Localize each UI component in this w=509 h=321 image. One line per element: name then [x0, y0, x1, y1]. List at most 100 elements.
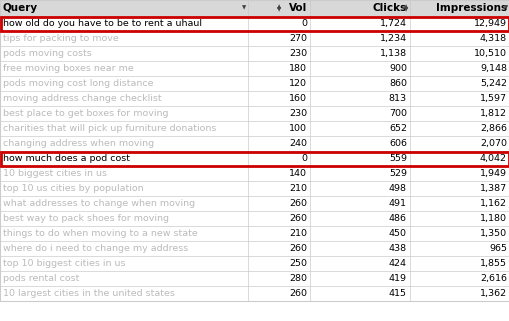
Text: 260: 260	[289, 244, 306, 253]
Text: 1,949: 1,949	[479, 169, 506, 178]
Text: things to do when moving to a new state: things to do when moving to a new state	[3, 229, 197, 238]
Bar	[0, 271, 509, 286]
Text: charities that will pick up furniture donations: charities that will pick up furniture do…	[3, 124, 216, 133]
Text: 230: 230	[288, 49, 306, 58]
Bar	[0, 76, 509, 91]
Text: 1,362: 1,362	[479, 289, 506, 298]
Bar	[0, 0, 509, 16]
Text: 1,812: 1,812	[479, 109, 506, 118]
Text: 1,350: 1,350	[479, 229, 506, 238]
Text: 4,318: 4,318	[479, 34, 506, 43]
Bar	[0, 31, 509, 46]
Text: moving address change checklist: moving address change checklist	[3, 94, 161, 103]
Bar	[0, 61, 509, 76]
Bar	[1, 16, 508, 30]
Text: 652: 652	[388, 124, 406, 133]
Text: Clicks: Clicks	[372, 3, 406, 13]
Text: 424: 424	[388, 259, 406, 268]
Text: free moving boxes near me: free moving boxes near me	[3, 64, 133, 73]
Bar	[0, 166, 509, 181]
Text: 9,148: 9,148	[479, 64, 506, 73]
Bar	[0, 16, 509, 31]
Text: top 10 us cities by population: top 10 us cities by population	[3, 184, 144, 193]
Text: how old do you have to be to rent a uhaul: how old do you have to be to rent a uhau…	[3, 19, 202, 28]
Text: 210: 210	[289, 229, 306, 238]
Text: top 10 biggest cities in us: top 10 biggest cities in us	[3, 259, 125, 268]
Text: best place to get boxes for moving: best place to get boxes for moving	[3, 109, 168, 118]
Text: ▼: ▼	[503, 5, 507, 11]
Text: how much does a pod cost: how much does a pod cost	[3, 154, 130, 163]
Text: where do i need to change my address: where do i need to change my address	[3, 244, 188, 253]
Text: 700: 700	[388, 109, 406, 118]
Bar	[0, 106, 509, 121]
Text: 4,042: 4,042	[479, 154, 506, 163]
Text: 498: 498	[388, 184, 406, 193]
Text: 260: 260	[289, 289, 306, 298]
Text: ▲: ▲	[276, 4, 280, 10]
Text: 813: 813	[388, 94, 406, 103]
Text: 5,242: 5,242	[479, 79, 506, 88]
Text: 250: 250	[289, 259, 306, 268]
Text: 160: 160	[289, 94, 306, 103]
Text: pods moving cost long distance: pods moving cost long distance	[3, 79, 153, 88]
Text: 0: 0	[300, 19, 306, 28]
Bar	[0, 196, 509, 211]
Text: 120: 120	[289, 79, 306, 88]
Text: 2,866: 2,866	[479, 124, 506, 133]
Bar	[0, 256, 509, 271]
Text: 280: 280	[289, 274, 306, 283]
Text: ▲: ▲	[403, 4, 407, 10]
Text: 860: 860	[388, 79, 406, 88]
Text: 140: 140	[289, 169, 306, 178]
Text: 491: 491	[388, 199, 406, 208]
Bar	[0, 241, 509, 256]
Text: ▼: ▼	[403, 7, 407, 13]
Bar	[0, 121, 509, 136]
Text: 2,616: 2,616	[479, 274, 506, 283]
Text: 1,180: 1,180	[479, 214, 506, 223]
Bar	[0, 91, 509, 106]
Bar	[0, 0, 509, 16]
Text: 1,138: 1,138	[379, 49, 406, 58]
Bar	[0, 286, 509, 301]
Text: ▼: ▼	[276, 7, 280, 13]
Text: 900: 900	[388, 64, 406, 73]
Bar	[1, 152, 508, 166]
Text: changing address when moving: changing address when moving	[3, 139, 154, 148]
Text: 529: 529	[388, 169, 406, 178]
Text: 10,510: 10,510	[473, 49, 506, 58]
Text: tips for packing to move: tips for packing to move	[3, 34, 119, 43]
Text: 2,070: 2,070	[479, 139, 506, 148]
Text: 559: 559	[388, 154, 406, 163]
Text: 10 largest cities in the united states: 10 largest cities in the united states	[3, 289, 175, 298]
Text: 260: 260	[289, 214, 306, 223]
Text: Vol: Vol	[288, 3, 306, 13]
Text: 1,855: 1,855	[479, 259, 506, 268]
Text: 230: 230	[288, 109, 306, 118]
Text: 0: 0	[300, 154, 306, 163]
Text: 415: 415	[388, 289, 406, 298]
Text: 1,234: 1,234	[379, 34, 406, 43]
Text: 450: 450	[388, 229, 406, 238]
Bar	[0, 46, 509, 61]
Text: 270: 270	[289, 34, 306, 43]
Text: 1,162: 1,162	[479, 199, 506, 208]
Text: 486: 486	[388, 214, 406, 223]
Text: 240: 240	[289, 139, 306, 148]
Text: 12,949: 12,949	[473, 19, 506, 28]
Text: ▼: ▼	[241, 5, 245, 11]
Text: 438: 438	[388, 244, 406, 253]
Text: 1,597: 1,597	[479, 94, 506, 103]
Text: pods rental cost: pods rental cost	[3, 274, 79, 283]
Bar	[0, 181, 509, 196]
Bar	[0, 136, 509, 151]
Text: 180: 180	[289, 64, 306, 73]
Text: pods moving costs: pods moving costs	[3, 49, 92, 58]
Bar	[0, 151, 509, 166]
Text: 965: 965	[488, 244, 506, 253]
Text: 100: 100	[289, 124, 306, 133]
Text: 1,387: 1,387	[479, 184, 506, 193]
Text: 210: 210	[289, 184, 306, 193]
Text: 260: 260	[289, 199, 306, 208]
Bar	[0, 226, 509, 241]
